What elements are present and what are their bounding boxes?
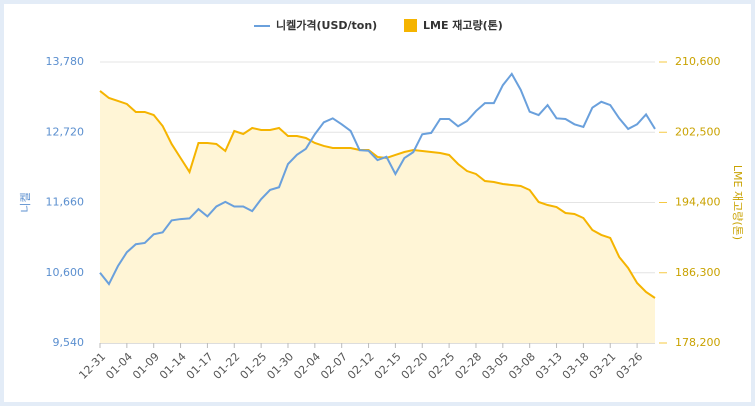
y2-tick-label: 194,400 <box>675 196 721 209</box>
x-tick-label: 12-31 <box>76 350 108 382</box>
x-tick-label: 03-26 <box>614 350 646 382</box>
y2-axis-title: LME 재고량(톤) <box>731 165 744 240</box>
x-tick-label: 03-05 <box>479 350 511 382</box>
x-tick-label: 01-22 <box>211 350 243 382</box>
x-tick-label: 02-04 <box>291 350 323 382</box>
y-axis-title: 니켈 <box>19 192 32 212</box>
x-tick-label: 03-08 <box>506 350 538 382</box>
x-tick-label: 01-17 <box>184 350 216 382</box>
y-tick-label: 10,600 <box>46 266 85 279</box>
x-tick-label: 02-07 <box>318 350 350 382</box>
line <box>99 72 656 286</box>
legend-swatch <box>404 19 417 32</box>
x-tick-label: 01-09 <box>130 350 162 382</box>
y-tick-label: 13,780 <box>46 55 85 68</box>
x-tick-label: 02-12 <box>345 350 377 382</box>
x-tick-label: 01-14 <box>157 350 189 382</box>
x-tick-label: 02-25 <box>426 350 458 382</box>
x-tick-label: 03-21 <box>587 350 619 382</box>
x-tick-label: 02-28 <box>452 350 484 382</box>
y2-tick-label: 210,600 <box>675 55 721 68</box>
chart: 9,540 10,600 11,660 12,720 13,780 178,200 186,… <box>19 18 744 382</box>
area-line <box>99 90 656 299</box>
y-tick-label: 12,720 <box>46 125 85 138</box>
x-tick-label: 03-13 <box>533 350 565 382</box>
legend-label: 니켈가격(USD/ton) <box>276 18 377 32</box>
x-tick-label: 01-25 <box>238 350 270 382</box>
x-tick-label: 02-15 <box>372 350 404 382</box>
x-tick-label: 03-18 <box>560 350 592 382</box>
area-fill <box>100 90 655 343</box>
legend-label: LME 재고량(톤) <box>423 18 503 32</box>
y-tick-label: 9,540 <box>53 336 85 349</box>
y2-tick-label: 202,500 <box>675 125 721 138</box>
y2-tick-label: 178,200 <box>675 336 721 349</box>
x-tick-label: 01-30 <box>264 350 296 382</box>
y-tick-label: 11,660 <box>46 196 85 209</box>
x-tick-label: 01-04 <box>103 350 135 382</box>
x-tick-label: 02-20 <box>399 350 431 382</box>
y2-tick-label: 186,300 <box>675 266 721 279</box>
